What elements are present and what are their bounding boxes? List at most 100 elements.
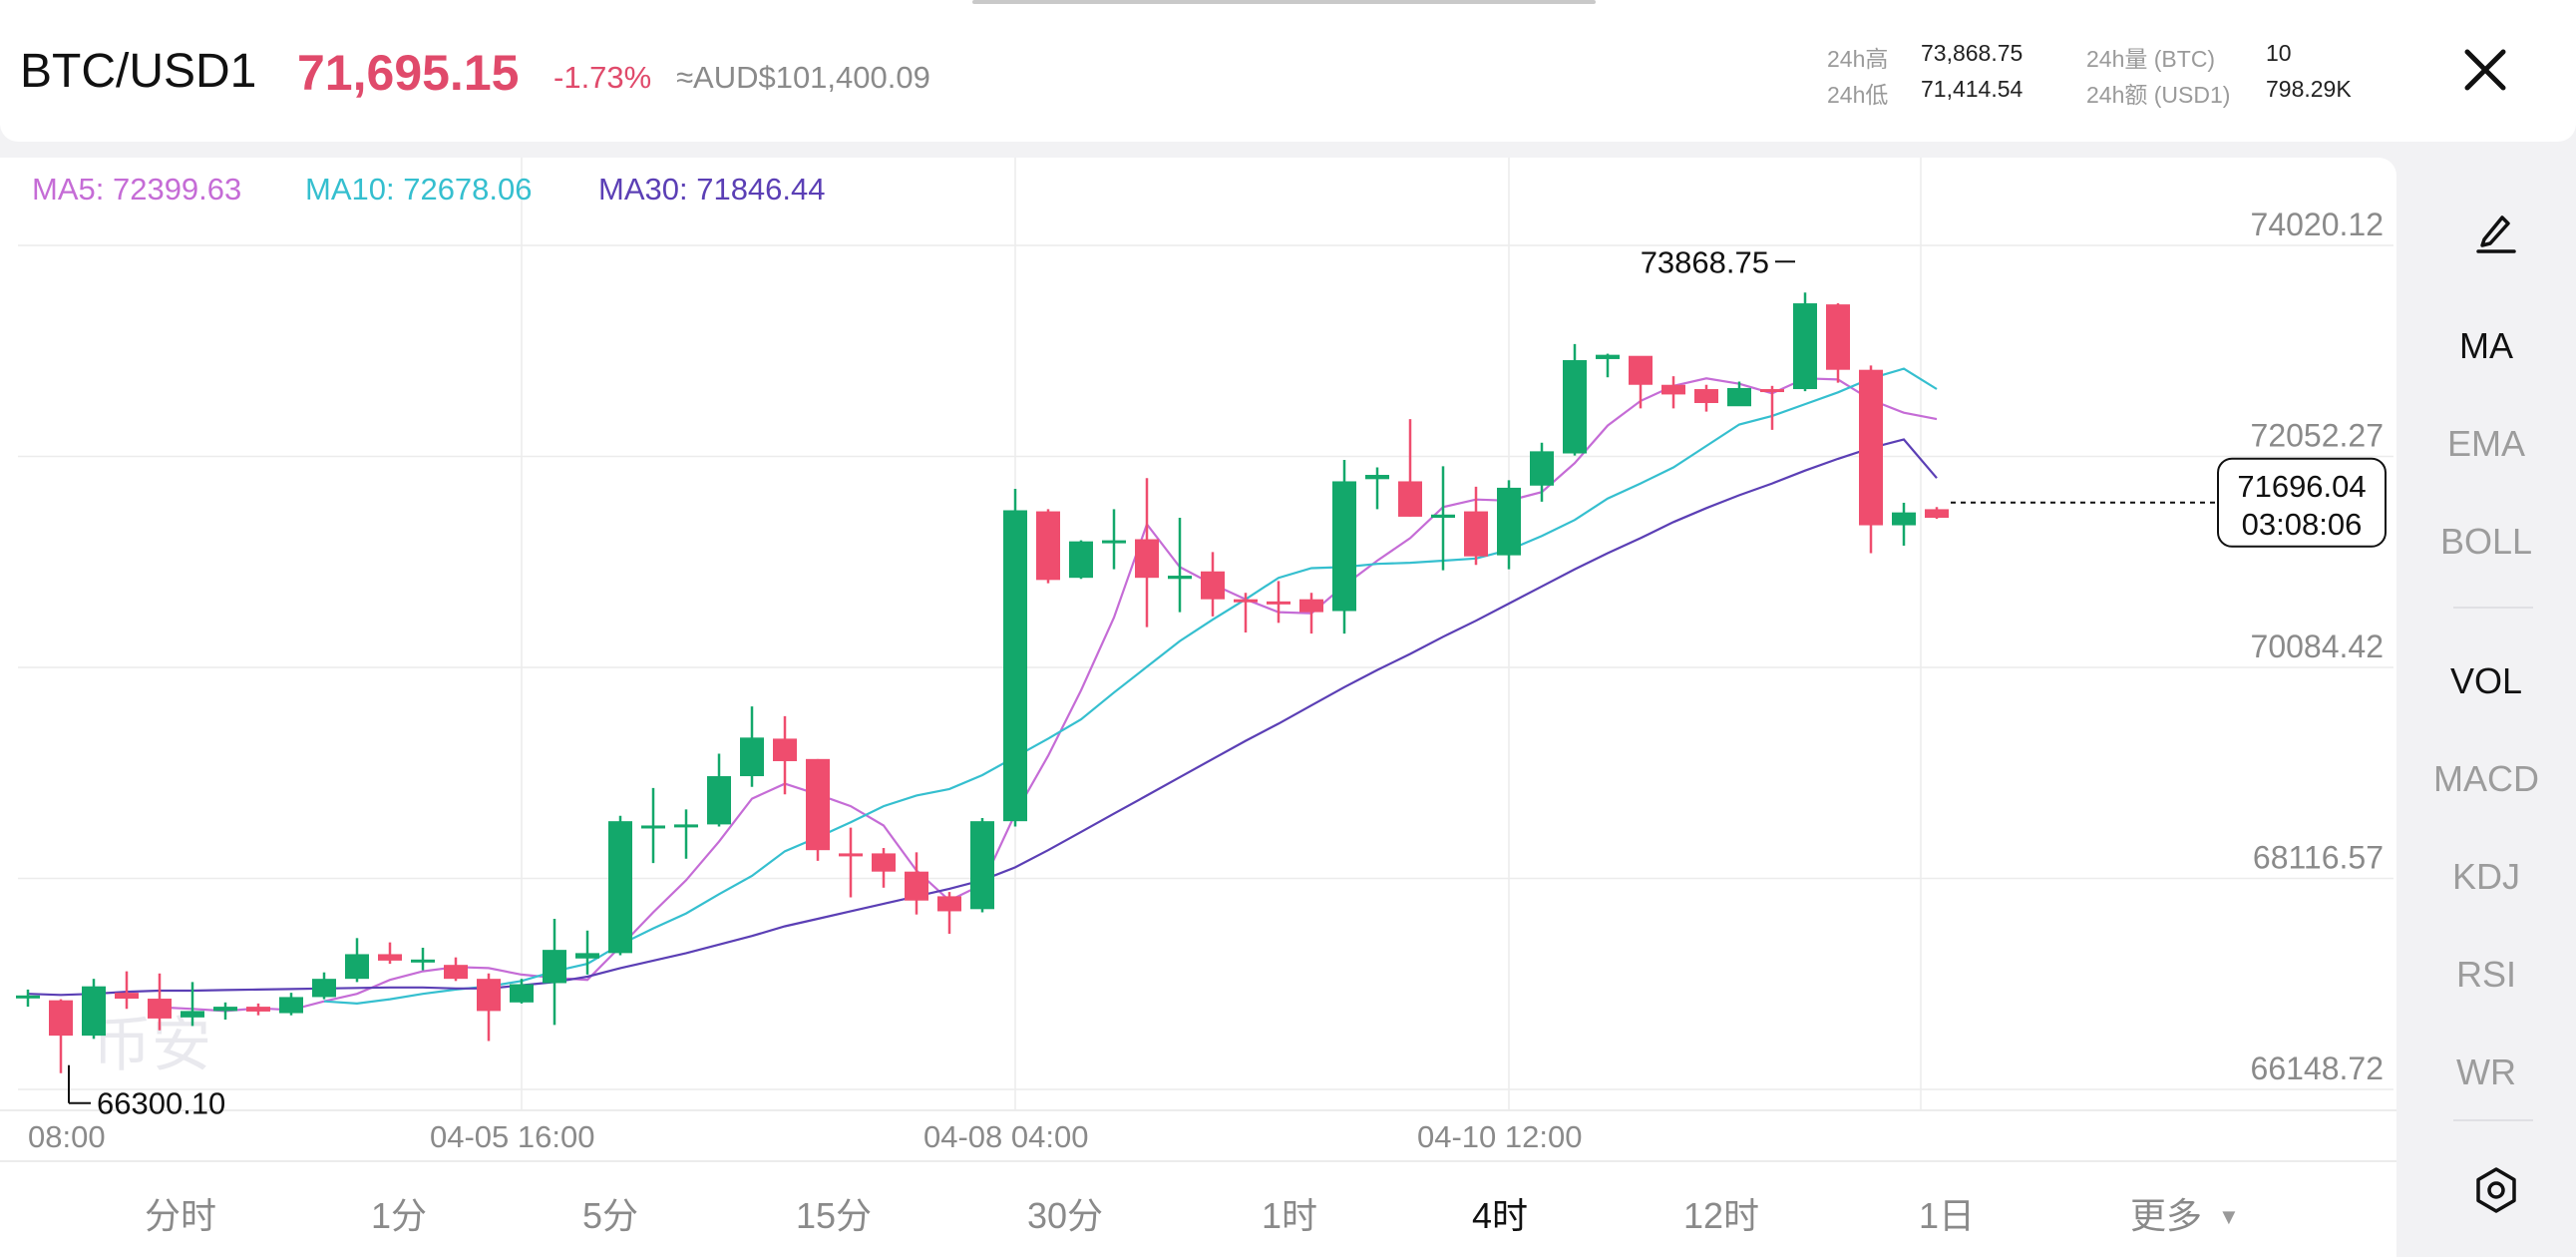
candle-body (82, 986, 106, 1037)
candle-body (1069, 541, 1093, 579)
drag-handle[interactable] (972, 0, 1596, 4)
indicator-ma[interactable]: MA (2459, 325, 2513, 366)
candle-body (839, 853, 863, 857)
candle-body (1727, 387, 1751, 407)
candle-body (543, 950, 566, 984)
candle-body (1694, 389, 1718, 404)
chart-panel[interactable]: 74020.12 72052.27 70084.42 68116.57 66148.72… (0, 158, 2396, 1160)
x-axis-label: 04-05 16:00 (430, 1119, 594, 1154)
interval-timeline[interactable]: 分时 (145, 1195, 217, 1236)
interval-1d[interactable]: 1日 (1919, 1195, 1976, 1236)
candle-body (905, 871, 928, 901)
indicator-boll[interactable]: BOLL (2439, 521, 2533, 562)
candle-body (1036, 511, 1060, 581)
y-axis-label: 72052.27 (2251, 418, 2384, 454)
candle-body (641, 825, 665, 829)
candle-body (1530, 451, 1554, 486)
candle-body (279, 997, 303, 1014)
interval-more[interactable]: 更多 ▼ (2130, 1187, 2240, 1239)
candle-body (1596, 354, 1620, 359)
candle-body (740, 737, 764, 777)
candle-body (1793, 303, 1817, 390)
candle-body (1925, 509, 1949, 519)
candle-body (707, 776, 731, 825)
y-axis-label: 68116.57 (2253, 840, 2384, 876)
candle-body (345, 954, 369, 980)
candle-body (1234, 599, 1258, 603)
interval-1h[interactable]: 1时 (1262, 1195, 1318, 1236)
candle-body (1464, 511, 1488, 557)
candle-body (872, 853, 896, 872)
interval-4h[interactable]: 4时 (1472, 1195, 1529, 1236)
interval-5m[interactable]: 5分 (582, 1195, 639, 1236)
ma10-line (323, 367, 1938, 1006)
candle-body (674, 824, 698, 828)
indicator-macd[interactable]: MACD (2433, 758, 2539, 799)
indicator-wr[interactable]: WR (2456, 1051, 2516, 1092)
candle-body (246, 1007, 270, 1012)
candle-body (181, 1011, 204, 1018)
trading-pair: BTC/USD1 (20, 45, 257, 98)
candle-body (49, 1000, 73, 1037)
candle-body (115, 993, 139, 1000)
volume-24h-value: 10 (2266, 40, 2292, 66)
candle-body (477, 979, 501, 1012)
candle-body (411, 959, 435, 963)
candle-body (1497, 487, 1521, 556)
indicator-divider (2453, 1119, 2533, 1121)
candle-body (1332, 481, 1356, 612)
ma30-legend: MA30: 71846.44 (598, 172, 826, 207)
interval-15m[interactable]: 15分 (796, 1195, 873, 1236)
settings-icon[interactable] (2466, 1160, 2526, 1220)
amount-24h-label: 24h额 (USD1) (2086, 82, 2231, 108)
candle-body (806, 758, 830, 851)
indicator-panel (2396, 158, 2576, 1257)
indicator-kdj[interactable]: KDJ (2451, 856, 2520, 897)
indicator-ema[interactable]: EMA (2446, 423, 2525, 464)
y-axis-label: 74020.12 (2251, 207, 2384, 242)
indicator-vol[interactable]: VOL (2449, 660, 2523, 701)
x-axis-label: 04-08 04:00 (923, 1119, 1088, 1154)
low-24h-label: 24h低 (1827, 82, 1889, 108)
candle-body (1102, 540, 1126, 544)
candle-body (970, 821, 994, 910)
aud-equivalent: ≈AUD$101,400.09 (676, 60, 930, 95)
candle-body (1299, 599, 1323, 613)
x-axis-label: 08:00 (28, 1119, 106, 1154)
candle-countdown: 03:08:06 (2242, 507, 2363, 542)
ma5-line (159, 377, 1938, 1013)
high-price-label: 73868.75 (1641, 244, 1769, 279)
price-change-percent: -1.73% (553, 60, 652, 95)
high-24h-label: 24h高 (1827, 46, 1889, 72)
interval-12h[interactable]: 12时 (1683, 1195, 1760, 1236)
candle-body (1365, 475, 1389, 480)
low-24h-value: 71,414.54 (1921, 76, 2024, 102)
candle-body (1760, 389, 1784, 393)
current-price-value: 71696.04 (2237, 469, 2366, 504)
candle-body (444, 965, 468, 980)
candle-body (937, 896, 961, 912)
interval-30m[interactable]: 30分 (1027, 1195, 1104, 1236)
candle-body (1859, 369, 1883, 526)
candle-body (312, 979, 336, 998)
candle-body (1563, 360, 1587, 454)
indicator-rsi[interactable]: RSI (2455, 954, 2516, 995)
close-icon[interactable] (2453, 38, 2517, 102)
candle-body (510, 984, 534, 1003)
candlestick-chart[interactable]: 74020.12 72052.27 70084.42 68116.57 66148.72… (0, 158, 2396, 1160)
interval-more-label: 更多 (2130, 1195, 2203, 1236)
pen-icon[interactable] (2466, 200, 2526, 259)
candle-body (1431, 514, 1455, 519)
candle-body (213, 1007, 237, 1012)
candle-body (1168, 576, 1192, 580)
ticker-header: BTC/USD1 71,695.15 -1.73% ≈AUD$101,400.0… (0, 0, 2576, 142)
amount-24h-value: 798.29K (2266, 76, 2352, 102)
candle-body (1892, 512, 1916, 526)
interval-1m[interactable]: 1分 (371, 1195, 428, 1236)
candle-body (1003, 510, 1027, 822)
candle-body (1135, 539, 1159, 579)
candle-body (378, 954, 402, 961)
candle-body (773, 738, 797, 761)
ma5-legend: MA5: 72399.63 (32, 172, 242, 207)
candle-body (1826, 304, 1850, 370)
